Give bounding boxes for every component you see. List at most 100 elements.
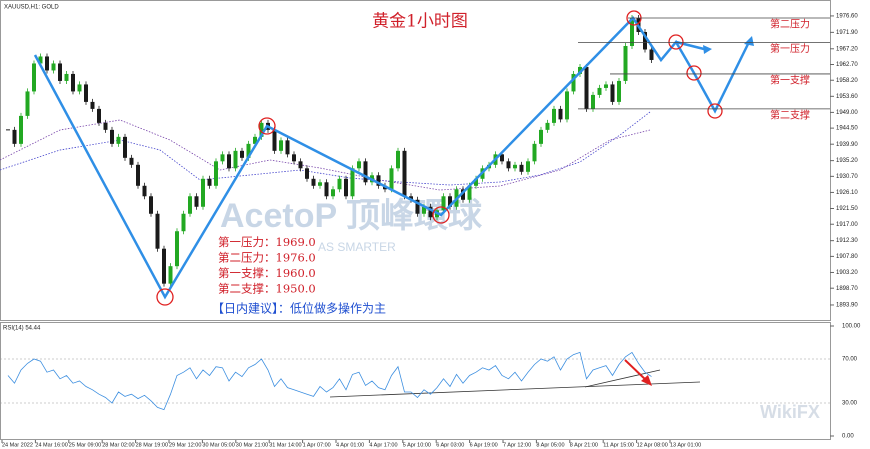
y-tick-label: 1953.60	[836, 94, 858, 100]
candle	[32, 63, 36, 92]
candle	[578, 66, 582, 74]
note: 第一压力：1969.0	[218, 235, 316, 249]
candle	[597, 87, 602, 95]
watermark-brand: AcetoP 顶峰環球	[220, 197, 483, 235]
candle	[194, 196, 199, 207]
candle	[402, 150, 407, 197]
candle	[71, 73, 75, 92]
moving-average	[0, 111, 651, 186]
y-tick-label: 1971.90	[836, 30, 858, 36]
candle	[311, 178, 316, 186]
marker-circle	[432, 206, 450, 224]
candle	[324, 182, 329, 197]
candle	[591, 94, 595, 109]
y-tick-label: 1944.50	[836, 126, 858, 132]
candle	[188, 196, 192, 214]
candle	[162, 248, 166, 284]
candle	[246, 143, 251, 158]
candle	[259, 122, 264, 137]
candle	[214, 161, 218, 186]
candle	[428, 206, 433, 218]
rsi-trendline	[584, 369, 661, 388]
candle	[84, 84, 88, 102]
x-tick-label: 25 Mar 09:00	[69, 442, 101, 448]
candle	[331, 189, 335, 197]
y-tick-label: 1903.20	[836, 270, 858, 276]
candle	[643, 32, 647, 50]
marker-circle	[668, 34, 684, 50]
candle	[389, 168, 394, 190]
candle	[415, 199, 420, 214]
candle	[175, 231, 179, 267]
candle	[552, 108, 556, 123]
rsi-trendline	[329, 381, 701, 398]
x-tick-label: 28 Mar 02:00	[102, 442, 134, 448]
y-tick-label: 1921.50	[836, 206, 858, 212]
candle	[272, 129, 277, 151]
candle	[149, 196, 153, 214]
x-tick-label: 4 Apr 01:00	[336, 442, 364, 448]
rsi-tick-label: 0.00	[842, 434, 854, 440]
x-tick-label: 30 Mar 21:00	[236, 442, 268, 448]
candle	[292, 154, 296, 162]
x-tick-label: 7 Apr 12:00	[503, 442, 531, 448]
candle	[207, 178, 212, 186]
candle	[526, 161, 530, 172]
watermark-slogan: AS SMARTER	[318, 240, 396, 254]
candle	[467, 185, 472, 200]
candle	[155, 213, 160, 249]
note: 第二压力：1976.0	[218, 251, 316, 265]
candle	[363, 161, 368, 183]
candle	[168, 266, 173, 284]
y-tick-label: 1976.60	[836, 14, 858, 20]
y-tick-label: 1926.10	[836, 190, 858, 196]
candle	[376, 175, 381, 186]
candle	[227, 154, 231, 169]
advice: 【日内建议】：低位做多操作为主	[212, 301, 386, 316]
marker-circle	[707, 103, 723, 119]
candle	[571, 73, 576, 92]
candle	[584, 66, 589, 109]
candle	[350, 168, 355, 197]
candle	[623, 45, 628, 81]
chart-title: 黄金1小时图	[372, 12, 468, 32]
y-tick-label: 1898.70	[836, 286, 858, 292]
rsi-frame	[0, 322, 831, 440]
y-tick-label: 1893.90	[836, 303, 858, 309]
candle	[123, 136, 127, 158]
candle	[201, 178, 205, 207]
candle	[240, 150, 244, 158]
level-label: 第二压力	[770, 18, 810, 31]
candle	[136, 164, 140, 186]
candle	[474, 178, 478, 186]
marker-circle	[258, 117, 276, 135]
arrow-head	[744, 36, 754, 46]
moving-average	[0, 119, 651, 191]
x-tick-label: 31 Mar 14:00	[269, 442, 301, 448]
marker-circle	[686, 65, 702, 81]
x-tick-label: 12 Apr 08:00	[637, 442, 668, 448]
arrow-head	[641, 375, 652, 386]
candle	[558, 108, 563, 120]
candle	[519, 164, 524, 172]
candle	[19, 115, 23, 144]
x-tick-label: 11 Apr 15:00	[603, 442, 634, 448]
y-tick-label: 1912.30	[836, 238, 858, 244]
level-label: 第一压力	[770, 42, 810, 55]
candle	[285, 140, 290, 155]
x-tick-label: 24 Mar 2022	[2, 442, 33, 448]
rsi-tick-label: 100.00	[842, 324, 861, 330]
y-tick-label: 1949.00	[836, 110, 858, 116]
x-tick-label: 5 Apr 10:00	[403, 442, 431, 448]
y-tick-label: 1939.90	[836, 142, 858, 148]
x-tick-label: 24 Mar 16:00	[35, 442, 67, 448]
candle	[500, 154, 504, 162]
candle	[604, 84, 608, 88]
candle	[448, 196, 452, 207]
candle	[422, 206, 426, 214]
rsi-tick-label: 70.00	[842, 357, 858, 363]
candle	[610, 84, 615, 102]
candle	[38, 56, 43, 64]
candle	[12, 129, 17, 144]
